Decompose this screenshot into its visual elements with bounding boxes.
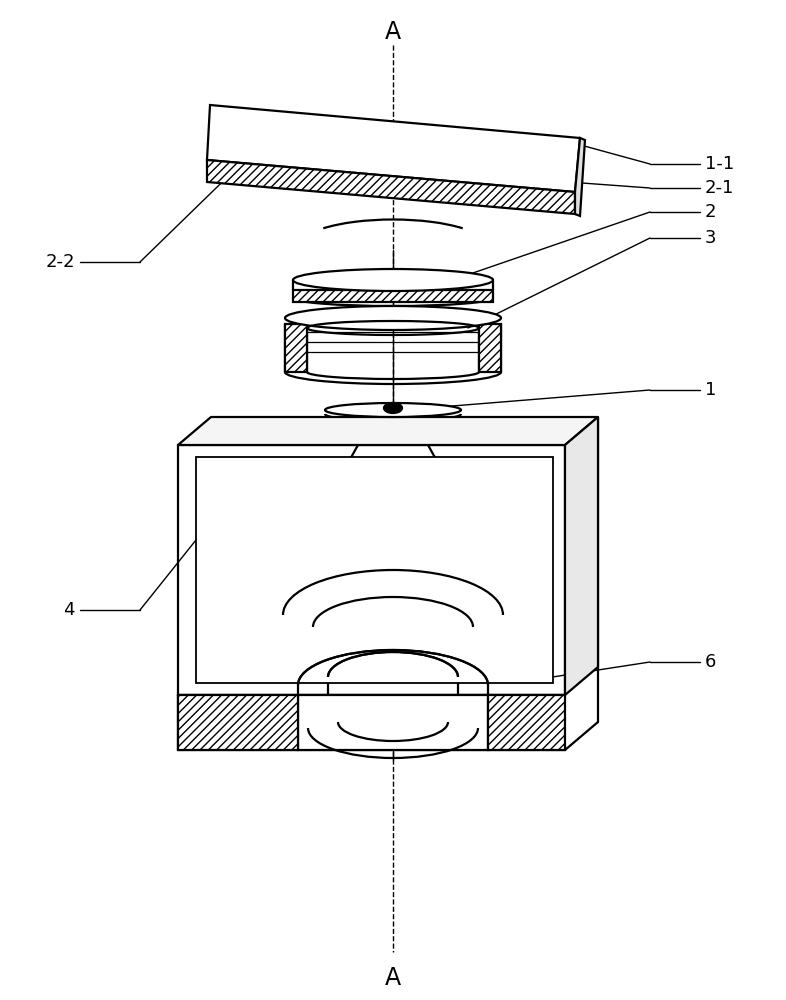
Polygon shape [479, 324, 501, 372]
Polygon shape [293, 290, 493, 302]
Polygon shape [178, 695, 298, 750]
Text: A: A [385, 966, 401, 990]
Polygon shape [575, 138, 585, 216]
Polygon shape [207, 105, 580, 192]
Text: A: A [385, 20, 401, 44]
Polygon shape [565, 417, 598, 695]
Polygon shape [285, 324, 307, 372]
Polygon shape [178, 417, 598, 445]
Text: 3: 3 [705, 229, 717, 247]
Text: 2-2: 2-2 [46, 253, 75, 271]
Polygon shape [196, 457, 553, 683]
Polygon shape [178, 445, 565, 695]
Ellipse shape [384, 403, 402, 413]
Text: 1-1: 1-1 [705, 155, 734, 173]
Polygon shape [298, 695, 488, 750]
Polygon shape [488, 695, 565, 750]
Ellipse shape [325, 403, 461, 417]
Text: 2-1: 2-1 [705, 179, 734, 197]
Text: 1: 1 [705, 381, 716, 399]
Text: 6: 6 [705, 653, 716, 671]
Polygon shape [207, 160, 575, 214]
Ellipse shape [293, 269, 493, 291]
Text: 4: 4 [64, 601, 75, 619]
Ellipse shape [285, 306, 501, 330]
Text: 2: 2 [705, 203, 717, 221]
